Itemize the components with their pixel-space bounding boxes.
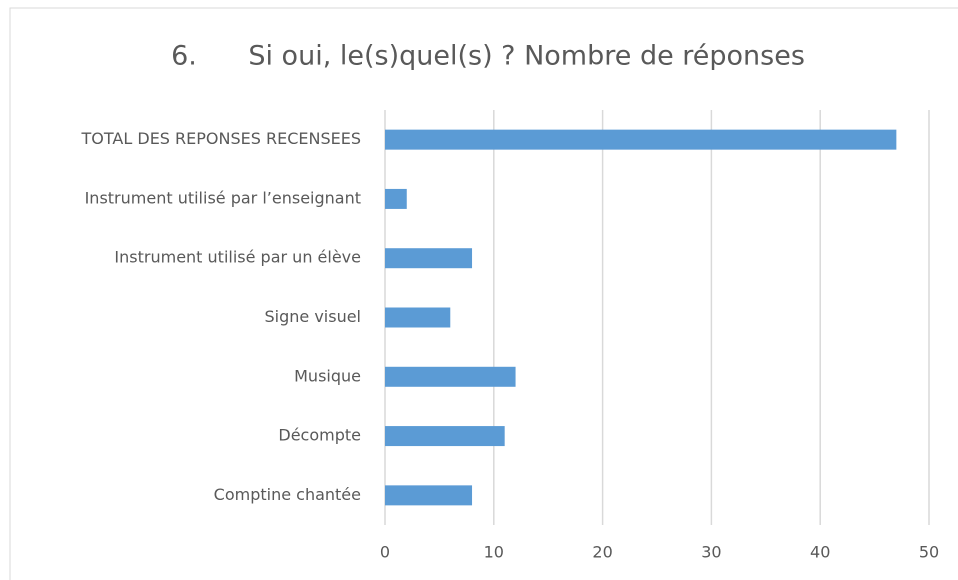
bar [385, 307, 451, 328]
y-tick-label: TOTAL DES REPONSES RECENSEES [81, 129, 361, 148]
y-tick-label: Instrument utilisé par un élève [114, 248, 361, 267]
y-tick-label: Instrument utilisé par l’enseignant [85, 188, 361, 207]
y-tick-label: Musique [294, 366, 361, 385]
x-tick-label: 30 [701, 543, 721, 562]
x-tick-label: 0 [380, 543, 390, 562]
x-tick-label: 20 [592, 543, 612, 562]
y-tick-label: Signe visuel [264, 307, 361, 326]
x-tick-label: 10 [484, 543, 504, 562]
chart-title: 6. Si oui, le(s)quel(s) ? Nombre de répo… [171, 41, 805, 72]
bar [385, 129, 897, 150]
y-tick-label: Comptine chantée [214, 485, 361, 504]
y-tick-label: Décompte [278, 426, 361, 445]
bar [385, 248, 473, 269]
bar [385, 426, 505, 447]
bar [385, 366, 516, 387]
bar [385, 485, 473, 506]
bar [385, 188, 407, 209]
x-tick-label: 40 [810, 543, 830, 562]
x-tick-label: 50 [919, 543, 939, 562]
chart-frame [9, 7, 958, 580]
